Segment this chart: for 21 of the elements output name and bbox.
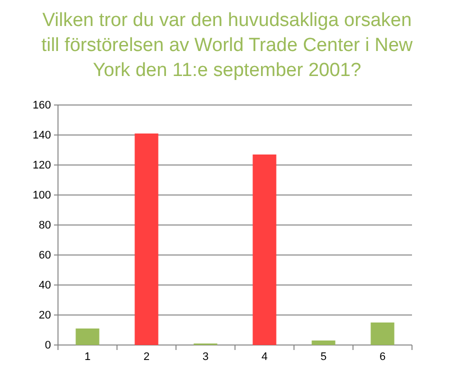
x-tick-label: 5	[320, 351, 327, 364]
bar	[76, 328, 100, 345]
y-tick-label: 120	[32, 160, 51, 172]
bar	[252, 154, 276, 345]
y-tick-label: 20	[38, 310, 51, 322]
y-tick-label: 80	[38, 220, 51, 232]
x-tick-label: 2	[143, 351, 150, 364]
x-tick-label: 6	[379, 351, 386, 364]
y-tick-label: 60	[38, 250, 51, 262]
y-tick-label: 40	[38, 280, 51, 292]
x-tick-label: 1	[84, 351, 91, 364]
y-tick-label: 140	[32, 130, 51, 142]
y-tick-label: 100	[32, 190, 51, 202]
bar	[134, 134, 158, 345]
x-tick-label: 4	[261, 351, 268, 364]
x-tick-label: 3	[202, 351, 209, 364]
y-tick-label: 160	[32, 100, 51, 112]
chart-title: Vilken tror du var den huvudsakliga orsaken till förstörelsen av World Trade Center i New York den 11:e september 2001?	[41, 10, 413, 81]
y-tick-label: 0	[44, 340, 51, 352]
bar	[312, 340, 336, 345]
bar	[370, 322, 394, 345]
